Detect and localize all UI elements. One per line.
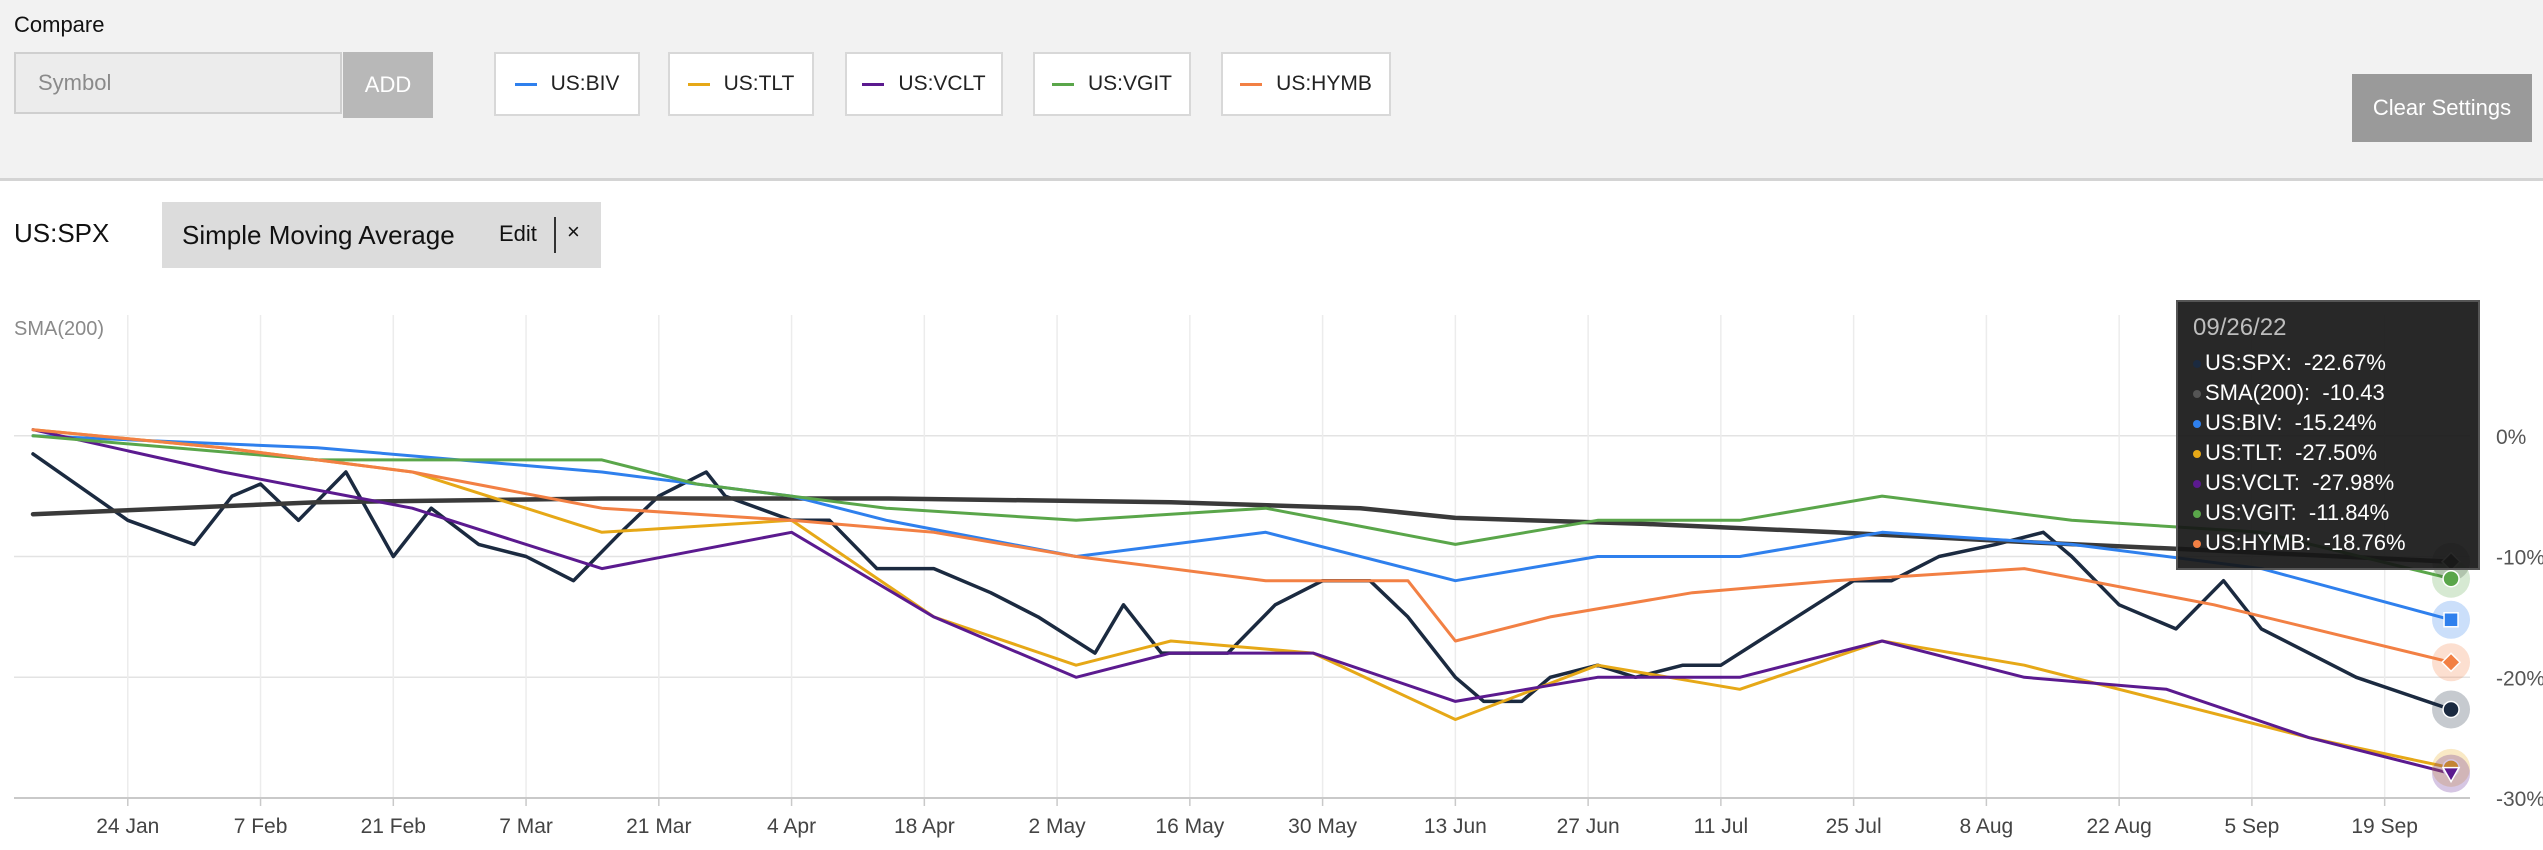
endpoint-marker-us-vgit bbox=[2442, 569, 2460, 588]
endpoint-marker-us-vclt bbox=[2441, 766, 2461, 784]
indicator-chip: Simple Moving Average Edit × bbox=[162, 202, 601, 268]
price-chart[interactable]: SMA(200) 0% -10% -20% -30% 24 Jan 7 Feb 21 Feb 7… bbox=[0, 290, 2543, 850]
series-swatch bbox=[862, 82, 885, 86]
tooltip-row: US:SPX: -22.67% bbox=[2193, 348, 2478, 378]
series-swatch bbox=[687, 82, 710, 86]
chip-label: US:VCLT bbox=[898, 72, 986, 95]
compare-chip-tlt[interactable]: US:TLT bbox=[668, 52, 814, 116]
series-line-us-biv bbox=[31, 434, 2453, 622]
x-tick-label: 21 Feb bbox=[361, 815, 426, 838]
tooltip-dot bbox=[2193, 480, 2201, 489]
series-line-us-tlt bbox=[31, 428, 2453, 770]
x-tick-label: 7 Feb bbox=[234, 815, 288, 838]
tooltip-row: US:BIV: -15.24% bbox=[2193, 408, 2478, 438]
tooltip-label: US:BIV: bbox=[2205, 410, 2283, 435]
tooltip-value: -11.84% bbox=[2308, 500, 2390, 525]
tooltip-row: US:HYMB: -18.76% bbox=[2193, 528, 2478, 558]
x-tick-label: 4 Apr bbox=[767, 815, 816, 838]
tooltip-dot bbox=[2193, 420, 2201, 429]
tooltip-label: US:SPX: bbox=[2205, 350, 2292, 375]
x-tick-label: 16 May bbox=[1155, 815, 1224, 838]
tooltip-value: -27.50% bbox=[2295, 440, 2378, 465]
add-button[interactable]: ADD bbox=[343, 52, 433, 118]
series-line-us-vgit bbox=[31, 434, 2453, 581]
x-tick-label: 21 Mar bbox=[626, 815, 691, 838]
x-tick-label: 22 Aug bbox=[2086, 815, 2151, 838]
y-tick-label: -20% bbox=[2496, 667, 2543, 690]
tooltip-row: SMA(200): -10.43 bbox=[2193, 378, 2478, 408]
tooltip-value: -18.76% bbox=[2323, 530, 2406, 555]
tooltip-label: SMA(200): bbox=[2205, 380, 2311, 405]
x-tick-label: 2 May bbox=[1028, 815, 1086, 838]
main-symbol: US:SPX bbox=[14, 218, 110, 248]
indicator-close-button[interactable]: × bbox=[567, 219, 580, 244]
x-tick-label: 30 May bbox=[1288, 815, 1357, 838]
x-tick-label: 19 Sep bbox=[2351, 815, 2418, 838]
x-tick-label: 24 Jan bbox=[96, 815, 159, 838]
x-tick-label: 13 Jun bbox=[1424, 815, 1487, 838]
indicator-divider bbox=[554, 217, 556, 253]
tooltip-row: US:TLT: -27.50% bbox=[2193, 438, 2478, 468]
indicator-name: Simple Moving Average bbox=[182, 219, 455, 250]
endpoint-marker-us-hymb bbox=[2440, 652, 2462, 673]
x-tick-label: 7 Mar bbox=[499, 815, 553, 838]
tooltip-dot bbox=[2193, 450, 2201, 459]
compare-chip-hymb[interactable]: US:HYMB bbox=[1221, 52, 1391, 116]
chart-tooltip: 09/26/22 US:SPX: -22.67% SMA(200): -10.4… bbox=[2176, 300, 2480, 570]
series-swatch bbox=[1240, 82, 1263, 86]
tooltip-date: 09/26/22 bbox=[2193, 314, 2287, 341]
compare-label: Compare bbox=[14, 12, 105, 37]
compare-chip-biv[interactable]: US:BIV bbox=[494, 52, 640, 116]
symbol-input[interactable] bbox=[14, 52, 342, 114]
tooltip-row: US:VGIT: -11.84% bbox=[2193, 498, 2478, 528]
tooltip-value: -22.67% bbox=[2304, 350, 2386, 375]
tooltip-label: US:TLT: bbox=[2205, 440, 2283, 465]
x-tick-label: 8 Aug bbox=[1960, 815, 2014, 838]
compare-chip-vgit[interactable]: US:VGIT bbox=[1033, 52, 1191, 116]
compare-toolbar: Compare ADD US:BIV US:TLT US:VCLT US:VGI… bbox=[0, 0, 2543, 181]
tooltip-value: -15.24% bbox=[2294, 410, 2377, 435]
tooltip-dot bbox=[2193, 510, 2201, 519]
clear-settings-button[interactable]: Clear Settings bbox=[2352, 74, 2532, 142]
tooltip-dot bbox=[2193, 360, 2201, 369]
compare-chip-vclt[interactable]: US:VCLT bbox=[845, 52, 1003, 116]
x-tick-label: 27 Jun bbox=[1557, 815, 1620, 838]
y-tick-label: 0% bbox=[2496, 426, 2526, 449]
y-tick-label: -10% bbox=[2496, 547, 2543, 570]
tooltip-label: US:HYMB: bbox=[2205, 530, 2312, 555]
tooltip-dot bbox=[2193, 540, 2201, 549]
x-tick-label: 11 Jul bbox=[1694, 815, 1748, 838]
endpoint-marker-us-spx bbox=[2442, 700, 2460, 719]
chip-label: US:HYMB bbox=[1276, 72, 1372, 95]
series-line-us-vclt bbox=[31, 428, 2453, 776]
series-swatch bbox=[514, 82, 537, 86]
indicator-edit-button[interactable]: Edit bbox=[499, 221, 537, 246]
chip-label: US:BIV bbox=[550, 72, 620, 95]
y-tick-label: -30% bbox=[2496, 788, 2543, 811]
tooltip-row: US:VCLT: -27.98% bbox=[2193, 468, 2478, 498]
x-tick-label: 5 Sep bbox=[2224, 815, 2279, 838]
tooltip-label: US:VCLT: bbox=[2205, 470, 2300, 495]
endpoint-marker-us-biv bbox=[2443, 612, 2459, 628]
x-tick-label: 18 Apr bbox=[894, 815, 955, 838]
tooltip-value: -10.43 bbox=[2322, 380, 2385, 405]
tooltip-value: -27.98% bbox=[2312, 470, 2395, 495]
tooltip-label: US:VGIT: bbox=[2205, 500, 2297, 525]
tooltip-dot bbox=[2193, 390, 2201, 399]
series-line-us-hymb bbox=[31, 428, 2453, 664]
x-tick-label: 25 Jul bbox=[1826, 815, 1882, 838]
sma-label: SMA(200) bbox=[14, 318, 104, 340]
chip-label: US:VGIT bbox=[1087, 72, 1172, 95]
chip-label: US:TLT bbox=[723, 72, 795, 95]
series-swatch bbox=[1051, 82, 1074, 86]
